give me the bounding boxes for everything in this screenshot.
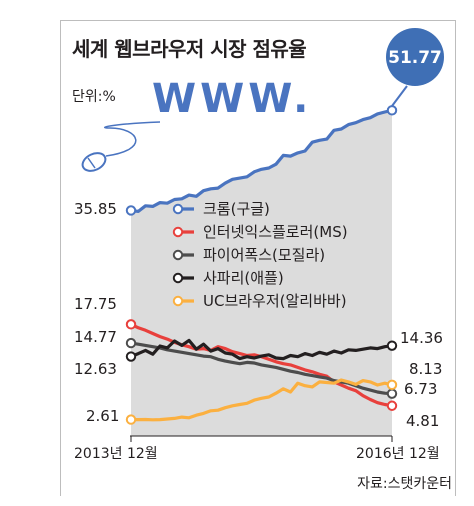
end-label-uc: 8.13 (409, 360, 442, 378)
frame-top-border (60, 20, 456, 21)
source-label: 자료:스탯카운터 (357, 476, 452, 492)
point-firefox-start (125, 337, 137, 349)
callout-circle (386, 28, 444, 86)
point-chrome-start (125, 205, 137, 216)
point-safari-end (386, 340, 398, 351)
point-uc-end (386, 379, 398, 391)
series-line-uc (131, 378, 393, 422)
series-line-safari (130, 338, 393, 361)
legend-swatch-marker-safari (172, 272, 184, 284)
point-chrome-end (386, 105, 398, 116)
point-uc-start (125, 414, 137, 425)
legend-swatch-marker-ie (172, 226, 184, 238)
frame-right-border (455, 20, 456, 496)
legend-label-ie: 인터넷익스플로러(MS) (203, 223, 348, 241)
legend-swatch-marker-uc (172, 295, 184, 307)
point-ie-start (125, 319, 137, 330)
x-tick-label-end: 2016년 12월 (356, 446, 440, 462)
legend-label-chrome: 크롬(구글) (203, 200, 270, 218)
start-label-ie: 17.75 (74, 295, 117, 313)
legend: 크롬(구글) 인터넷익스플로러(MS) 파이어폭스(모질라) 사파리(애플) UC브라우… (172, 200, 348, 310)
point-safari-start (125, 351, 137, 362)
end-label-safari: 14.36 (400, 329, 443, 347)
legend-label-safari: 사파리(애플) (203, 269, 284, 287)
end-label-firefox: 6.73 (404, 380, 437, 398)
legend-label-uc: UC브라우저(알리바바) (203, 292, 347, 310)
series-line-chrome (130, 108, 393, 213)
unit-label: 단위:% (72, 89, 116, 105)
x-tick-label-start: 2013년 12월 (74, 446, 158, 462)
callout-value: 51.77 (388, 48, 442, 68)
frame-left-border (60, 20, 61, 496)
chart-title: 세계 웹브라우저 시장 점유율 (72, 37, 307, 61)
end-label-ie: 4.81 (406, 412, 439, 430)
mouse-icon (81, 121, 161, 172)
start-label-chrome: 35.85 (74, 200, 117, 218)
legend-swatch-marker-chrome (172, 203, 184, 215)
chrome-end-callout: 51.77 (386, 28, 444, 107)
legend-label-firefox: 파이어폭스(모질라) (203, 246, 325, 264)
legend-swatch-marker-firefox (172, 249, 184, 261)
point-ie-end (386, 400, 398, 411)
www-decoration: WWW. (152, 76, 312, 122)
start-label-uc: 2.61 (86, 407, 119, 425)
start-label-firefox: 14.77 (74, 328, 117, 346)
callout-pointer (391, 85, 408, 107)
point-firefox-end (386, 388, 398, 399)
start-label-safari: 12.63 (74, 360, 117, 378)
